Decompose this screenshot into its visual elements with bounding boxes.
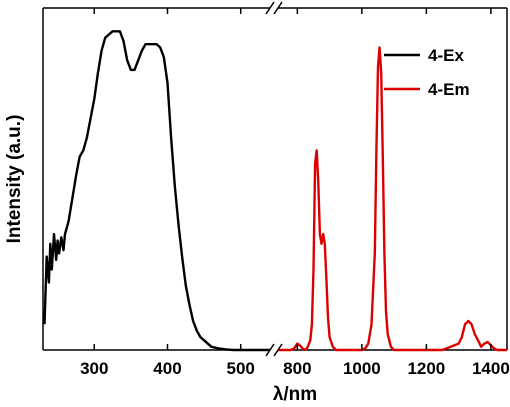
ticks-layer: 300 400 500 800 1000 1200 1400 bbox=[80, 8, 510, 378]
axis-break bbox=[265, 1, 283, 357]
x-tick-label: 1200 bbox=[407, 359, 445, 378]
series-line-4-ex bbox=[43, 30, 270, 352]
y-axis-label: Intensity (a.u.) bbox=[4, 115, 25, 244]
x-axis-label: λ/nm bbox=[273, 384, 317, 405]
legend-label-4-em: 4-Em bbox=[428, 80, 470, 99]
x-tick-label: 800 bbox=[283, 359, 311, 378]
axis-break-mark bbox=[273, 343, 283, 357]
plot-frame bbox=[42, 7, 508, 351]
x-tick-label: 1400 bbox=[472, 359, 510, 378]
x-tick-label: 300 bbox=[80, 359, 108, 378]
x-tick-label: 500 bbox=[227, 359, 255, 378]
series-line-4-em bbox=[278, 46, 507, 352]
axis-break-mark bbox=[273, 1, 283, 15]
legend-label-4-ex: 4-Ex bbox=[428, 46, 464, 65]
series-layer bbox=[43, 30, 507, 352]
x-tick-label: 400 bbox=[153, 359, 181, 378]
axis-break-mark bbox=[265, 343, 275, 357]
x-tick-label: 1000 bbox=[343, 359, 381, 378]
axis-break-mark bbox=[265, 1, 275, 15]
legend: 4-Ex 4-Em bbox=[384, 46, 470, 99]
